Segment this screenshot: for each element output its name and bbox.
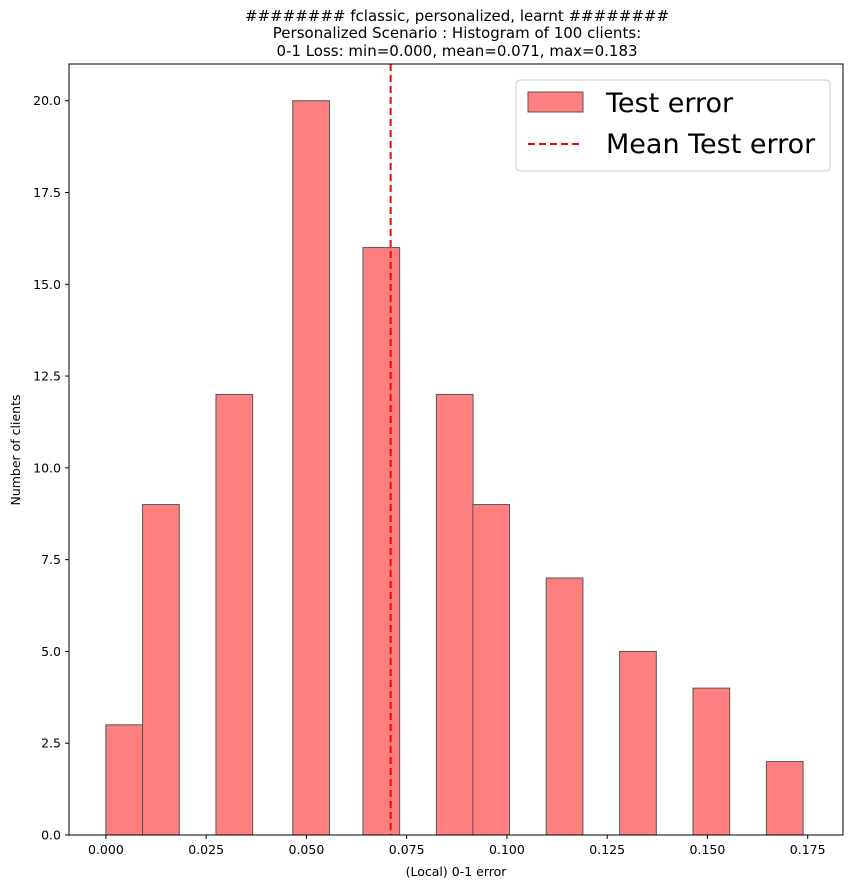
- histogram-bars: [105, 100, 804, 836]
- histogram-bar: [142, 504, 180, 836]
- legend-patch-test-error: [527, 91, 584, 113]
- legend-label-test-error: Test error: [605, 88, 734, 119]
- y-tick-label: 10.0: [33, 460, 61, 475]
- histogram-bar: [472, 504, 511, 836]
- legend-box: [515, 79, 831, 172]
- x-tick-label: 0.000: [88, 842, 124, 857]
- y-tick-label: 15.0: [33, 277, 61, 292]
- chart-title: ######## fclassic, personalized, learnt …: [245, 7, 669, 60]
- title-line-3: 0-1 Loss: min=0.000, mean=0.071, max=0.1…: [276, 42, 637, 60]
- x-tick-label: 0.025: [188, 842, 224, 857]
- x-tick-label: 0.125: [589, 842, 625, 857]
- x-axis-ticks: 0.000 0.025 0.050 0.075 0.100 0.125 0.150 0.175: [88, 835, 826, 857]
- x-tick-label: 0.150: [690, 842, 726, 857]
- x-axis-label: (Local) 0-1 error: [406, 864, 508, 879]
- y-tick-label: 5.0: [41, 644, 61, 659]
- title-line-1: ######## fclassic, personalized, learnt …: [245, 7, 669, 25]
- y-tick-label: 20.0: [33, 93, 61, 108]
- x-tick-label: 0.100: [489, 842, 525, 857]
- x-tick-label: 0.175: [790, 842, 826, 857]
- legend-label-mean: Mean Test error: [606, 129, 816, 160]
- histogram-bar: [292, 100, 330, 836]
- y-tick-label: 12.5: [33, 369, 61, 384]
- histogram-bar: [435, 393, 474, 836]
- x-tick-label: 0.075: [389, 842, 425, 857]
- y-tick-label: 2.5: [41, 736, 61, 751]
- x-tick-label: 0.050: [289, 842, 325, 857]
- histogram-bar: [765, 761, 804, 836]
- y-tick-label: 0.0: [41, 828, 61, 843]
- histogram-bar: [545, 577, 584, 836]
- histogram-bar: [362, 247, 401, 836]
- histogram-bar: [105, 724, 144, 836]
- plot-frame: [68, 63, 844, 836]
- legend: Test error Mean Test error: [515, 79, 831, 172]
- histogram-bar: [215, 393, 254, 836]
- title-line-2: Personalized Scenario : Histogram of 100…: [273, 24, 641, 42]
- histogram-bar: [619, 650, 657, 836]
- y-axis-ticks: 0.0 2.5 5.0 7.5 10.0 12.5 15.0 17.5 20.0: [33, 93, 69, 843]
- y-tick-label: 17.5: [33, 185, 61, 200]
- histogram-bar: [692, 687, 731, 836]
- y-tick-label: 7.5: [41, 552, 61, 567]
- y-axis-label: Number of clients: [8, 394, 23, 505]
